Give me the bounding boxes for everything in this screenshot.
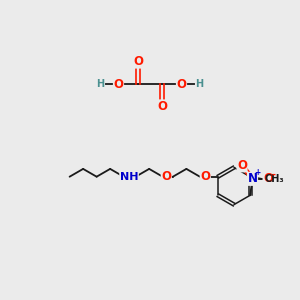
Text: O: O — [133, 55, 143, 68]
Text: CH₃: CH₃ — [264, 174, 284, 184]
Text: H: H — [96, 79, 105, 89]
Text: O: O — [113, 77, 124, 91]
Text: O: O — [161, 170, 171, 183]
Text: O: O — [263, 172, 273, 185]
Text: O: O — [200, 170, 210, 183]
Text: O: O — [176, 77, 187, 91]
Text: O: O — [237, 159, 247, 172]
Text: H: H — [195, 79, 204, 89]
Text: N: N — [248, 172, 257, 185]
Text: NH: NH — [120, 172, 138, 182]
Text: O: O — [157, 100, 167, 113]
Text: -: - — [272, 169, 275, 179]
Text: +: + — [254, 168, 261, 177]
